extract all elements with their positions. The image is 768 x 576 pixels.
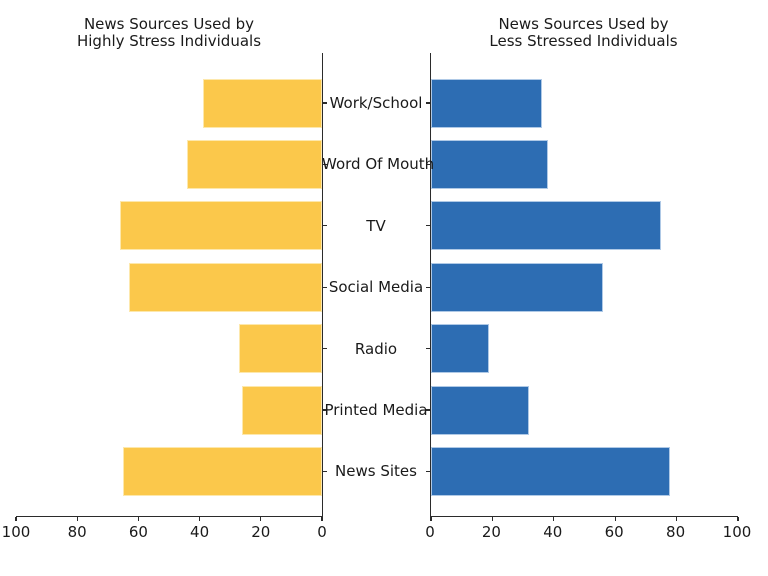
x-tick-label: 20 — [251, 523, 271, 541]
category-label: Printed Media — [324, 401, 428, 419]
bar-radio — [239, 324, 322, 374]
category-label: Work/School — [329, 94, 423, 112]
bar-work-school — [202, 78, 322, 128]
y-axis-tick — [425, 225, 430, 227]
y-axis-tick — [323, 225, 328, 227]
x-tick-label: 60 — [604, 523, 624, 541]
x-axis-tick — [675, 517, 678, 522]
y-axis-tick — [425, 163, 430, 166]
left-chart-plot-area — [15, 53, 328, 522]
y-axis-tick — [323, 347, 328, 350]
y-axis-tick — [323, 102, 328, 104]
x-axis-tick — [491, 517, 494, 522]
y-axis-tick — [425, 470, 430, 473]
y-axis-tick — [425, 409, 430, 411]
y-axis-tick — [425, 286, 430, 288]
bar-tv — [431, 201, 662, 251]
category-label: News Sites — [335, 462, 417, 481]
x-tick-label: 0 — [317, 523, 327, 541]
x-axis-tick — [737, 517, 739, 522]
y-axis-tick — [323, 409, 328, 411]
right-chart-title: News Sources Used by Less Stressed Indiv… — [489, 15, 678, 50]
x-axis-tick — [198, 517, 201, 522]
x-axis-tick — [614, 517, 616, 522]
bar-tv — [120, 201, 322, 251]
category-label: Social Media — [328, 278, 424, 297]
right-x-axis-tick-labels: 0 20 40 60 80 100 — [425, 523, 751, 541]
bar-news-sites — [123, 446, 322, 496]
bar-social-media — [129, 262, 322, 312]
x-tick-label: 80 — [666, 523, 686, 541]
x-tick-label: 100 — [722, 523, 752, 541]
x-tick-label: 40 — [190, 523, 210, 541]
left-chart-title: News Sources Used by Highly Stress Indiv… — [76, 15, 262, 50]
x-axis-tick — [76, 517, 78, 522]
y-axis-tick — [323, 286, 328, 288]
left-x-axis-tick-labels: 100 80 60 40 20 0 — [2, 523, 327, 541]
x-axis-tick — [321, 517, 323, 522]
y-axis-tick — [323, 163, 328, 166]
category-label: TV — [366, 216, 386, 235]
x-axis-tick — [430, 517, 432, 522]
bar-social-media — [431, 262, 603, 312]
bar-printed-media — [431, 385, 530, 435]
bar-radio — [431, 324, 490, 374]
bar-word-of-mouth — [187, 139, 322, 189]
bar-work-school — [431, 78, 542, 128]
y-axis-tick — [425, 347, 430, 350]
category-label: Radio — [354, 339, 398, 358]
x-axis-tick — [15, 517, 17, 522]
category-labels-column: Work/School Word Of Mouth TV Social Media Ra… — [322, 53, 435, 516]
right-chart-plot-area — [425, 53, 739, 522]
x-axis-tick — [137, 517, 140, 522]
x-axis-tick — [260, 517, 262, 522]
x-tick-label: 60 — [128, 523, 148, 541]
bar-printed-media — [242, 385, 322, 435]
y-axis-tick — [425, 102, 430, 104]
bar-word-of-mouth — [431, 139, 548, 189]
bar-news-sites — [431, 446, 671, 496]
x-tick-label: 80 — [67, 523, 87, 541]
x-axis-tick — [553, 517, 555, 522]
x-tick-label: 20 — [481, 523, 501, 541]
category-label: Word Of Mouth — [322, 155, 435, 174]
x-tick-label: 40 — [543, 523, 563, 541]
x-tick-label: 0 — [425, 523, 435, 541]
x-tick-label: 100 — [1, 523, 31, 541]
y-axis-tick — [323, 470, 328, 473]
